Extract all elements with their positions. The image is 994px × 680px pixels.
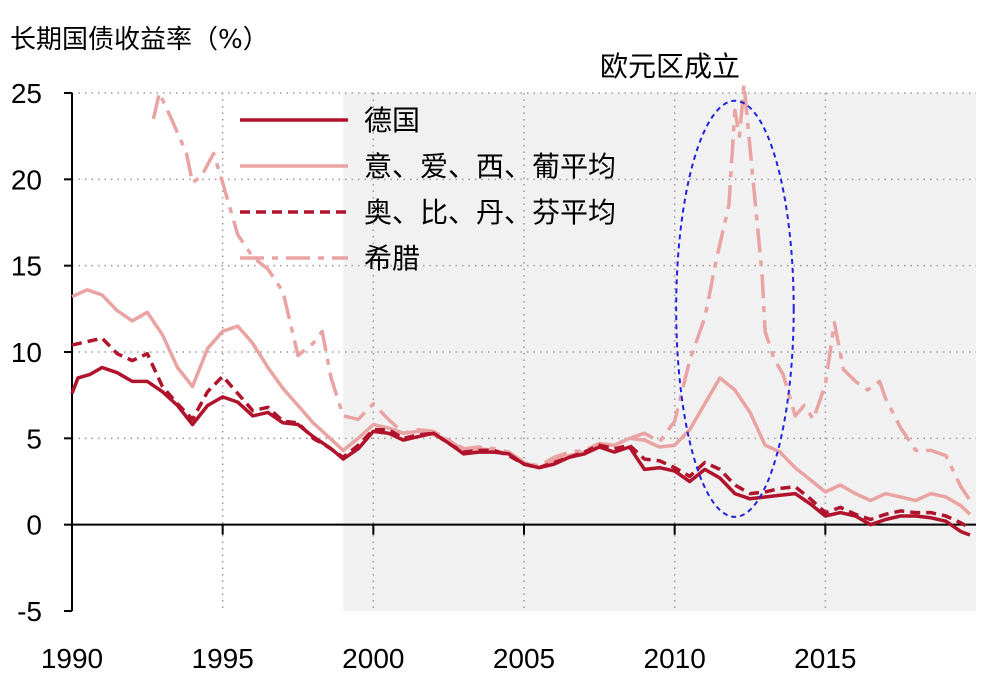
series-lines (70, 82, 972, 537)
y-tick-label: 5 (26, 423, 42, 454)
x-tick-label: 2015 (794, 643, 856, 674)
legend-label-0: 德国 (364, 104, 420, 137)
y-tick-label: -5 (17, 596, 42, 627)
y-tick-label: 10 (11, 337, 42, 368)
series-line-0 (70, 365, 971, 537)
y-tick-label: 20 (11, 164, 42, 195)
annotation-eurozone: 欧元区成立 (600, 50, 740, 83)
x-tick-label: 2010 (644, 643, 706, 674)
annotation-ellipse-group (675, 99, 795, 518)
legend-label-3: 希腊 (364, 242, 420, 275)
legend-label-2: 奥、比、丹、芬平均 (364, 196, 616, 229)
x-tick-label: 1995 (192, 643, 254, 674)
y-axis-label: 长期国债收益率（%） (10, 25, 269, 55)
x-tick-label: 2000 (342, 643, 404, 674)
legend-label-1: 意、爱、西、葡平均 (364, 150, 616, 183)
x-tick-label: 1990 (41, 643, 103, 674)
x-tick-label: 2005 (493, 643, 555, 674)
y-tick-label: 0 (26, 510, 42, 541)
annotation-ellipse (675, 99, 795, 518)
y-tick-label: 25 (11, 78, 42, 109)
y-tick-label: 15 (11, 251, 42, 282)
